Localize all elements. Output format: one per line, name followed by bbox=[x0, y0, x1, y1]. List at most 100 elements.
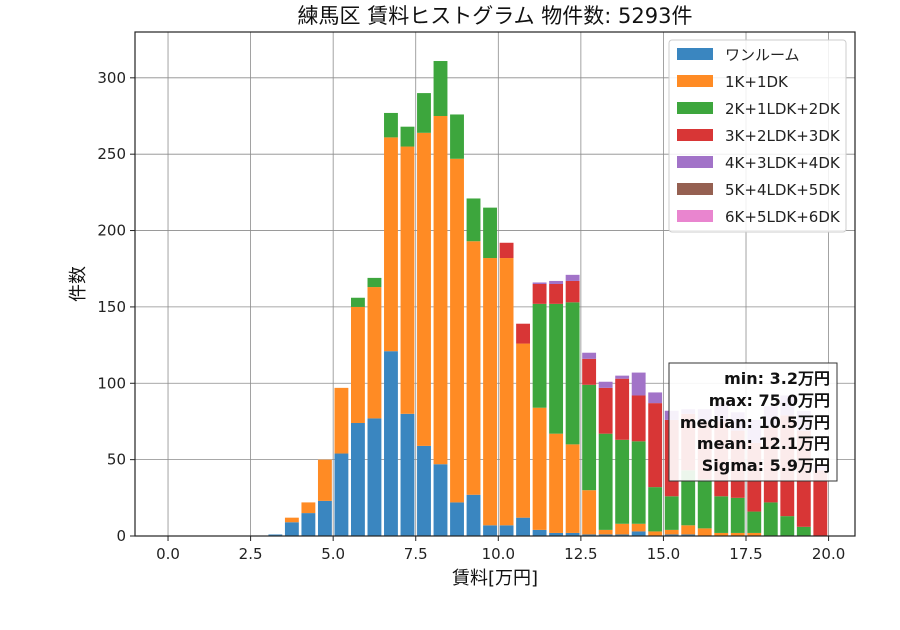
bar-segment-1 bbox=[284, 522, 299, 536]
y-tick-label: 0 bbox=[116, 527, 126, 545]
legend-swatch bbox=[677, 210, 713, 222]
legend-label: 3K+2LDK+3DK bbox=[725, 127, 841, 145]
legend-label: 1K+1DK bbox=[725, 73, 789, 91]
y-axis-label: 件数 bbox=[68, 266, 89, 302]
bar-segment-1 bbox=[450, 502, 464, 536]
bar-segment-2 bbox=[565, 444, 580, 533]
bar-segment-3 bbox=[615, 439, 630, 524]
plot-frame bbox=[134, 31, 856, 537]
bar-segment-5 bbox=[631, 372, 646, 396]
bar-segment-1 bbox=[466, 494, 481, 536]
bar-segment-2 bbox=[648, 531, 663, 536]
bar-segment-4 bbox=[582, 358, 597, 385]
bar-segment-3 bbox=[384, 112, 398, 138]
legend-box bbox=[668, 39, 847, 233]
x-tick-label: 10.0 bbox=[482, 545, 515, 563]
bar-segment-2 bbox=[714, 532, 729, 536]
stat-sigma: Sigma: 5.9万円 bbox=[702, 456, 830, 475]
bar-segment-3 bbox=[714, 496, 729, 533]
bar-segment-3 bbox=[433, 61, 448, 116]
bar-segment-4 bbox=[516, 323, 531, 344]
bar-segment-1 bbox=[532, 529, 547, 536]
bar-segment-3 bbox=[763, 502, 778, 536]
bar-segment-4 bbox=[565, 280, 580, 303]
bar-segment-4 bbox=[598, 387, 613, 434]
bar-segment-2 bbox=[664, 529, 679, 535]
bar-segment-3 bbox=[582, 384, 597, 491]
bar-segment-3 bbox=[483, 207, 497, 259]
bar-segment-1 bbox=[317, 500, 332, 536]
x-axis-label: 賃料[万円] bbox=[452, 568, 538, 589]
bar-segment-1 bbox=[582, 534, 597, 536]
bar-segment-3 bbox=[367, 277, 382, 288]
bar-segment-1 bbox=[334, 453, 349, 536]
bar-segment-2 bbox=[466, 241, 481, 495]
bar-segment-1 bbox=[549, 532, 564, 536]
bar-segment-2 bbox=[549, 433, 564, 533]
bar-segment-3 bbox=[664, 496, 679, 530]
bar-segment-4 bbox=[532, 284, 547, 304]
y-tick-label: 100 bbox=[97, 374, 126, 392]
bar-segment-1 bbox=[499, 525, 514, 536]
y-axis-ticks: 0 50 100 150 200 250 300 bbox=[97, 69, 135, 545]
bar-segment-2 bbox=[483, 258, 497, 526]
bar-segment-4 bbox=[648, 403, 663, 488]
stat-max: max: 75.0万円 bbox=[709, 391, 830, 410]
stats-box: min: 3.2万円 max: 75.0万円 median: 10.5万円 me… bbox=[668, 362, 838, 482]
stat-min: min: 3.2万円 bbox=[724, 369, 830, 388]
legend-label: 4K+3LDK+4DK bbox=[725, 154, 841, 172]
bar-segment-3 bbox=[697, 479, 712, 529]
x-tick-label: 7.5 bbox=[404, 545, 428, 563]
bar-segment-2 bbox=[317, 459, 332, 501]
bar-segment-3 bbox=[417, 93, 431, 133]
bar-segment-3 bbox=[450, 114, 464, 159]
bar-segment-2 bbox=[417, 132, 431, 446]
bar-segment-3 bbox=[796, 526, 811, 536]
bar-segment-5 bbox=[549, 280, 564, 284]
legend-label: 2K+1LDK+2DK bbox=[725, 100, 841, 118]
bar-segment-1 bbox=[400, 413, 415, 536]
bar-segment-1 bbox=[367, 418, 382, 536]
bar-segment-3 bbox=[631, 441, 646, 524]
bar-segment-5 bbox=[615, 375, 630, 379]
bar-segment-1 bbox=[384, 351, 398, 536]
bar-segment-3 bbox=[466, 198, 481, 242]
x-tick-label: 0.0 bbox=[156, 545, 180, 563]
bar-segment-1 bbox=[483, 525, 497, 536]
x-tick-label: 17.5 bbox=[729, 545, 762, 563]
x-tick-label: 20.0 bbox=[812, 545, 845, 563]
y-tick-label: 250 bbox=[97, 145, 126, 163]
y-tick-label: 50 bbox=[107, 451, 126, 469]
bar-segment-2 bbox=[730, 532, 745, 536]
legend-swatch bbox=[677, 156, 713, 168]
y-tick-label: 150 bbox=[97, 298, 126, 316]
bar-segment-5 bbox=[565, 274, 580, 281]
bar-segment-2 bbox=[400, 146, 415, 414]
x-axis-ticks: 0.0 2.5 5.0 7.5 10.0 12.5 15.0 17.5 20.0 bbox=[156, 536, 845, 563]
bar-segment-1 bbox=[301, 513, 316, 536]
legend-swatch bbox=[677, 48, 713, 60]
bar-segment-2 bbox=[747, 532, 762, 536]
legend: ワンルーム 1K+1DK 2K+1LDK+2DK 3K+2LDK+3DK 4K+3LDK… bbox=[668, 39, 847, 233]
x-tick-label: 15.0 bbox=[647, 545, 680, 563]
bar-segment-3 bbox=[400, 126, 415, 147]
legend-label: 5K+4LDK+5DK bbox=[725, 181, 841, 199]
bar-segment-2 bbox=[615, 523, 630, 535]
bar-segment-4 bbox=[615, 378, 630, 440]
bar-segment-1 bbox=[681, 534, 696, 536]
legend-swatch bbox=[677, 75, 713, 87]
bar-segment-3 bbox=[730, 497, 745, 533]
bar-segment-1 bbox=[615, 534, 630, 536]
bar-segment-2 bbox=[598, 529, 613, 535]
bar-segment-1 bbox=[268, 534, 283, 536]
x-tick-label: 5.0 bbox=[321, 545, 345, 563]
bar-segment-5 bbox=[532, 282, 547, 284]
bar-segment-1 bbox=[351, 422, 365, 536]
bar-segment-3 bbox=[598, 433, 613, 530]
bar-segment-2 bbox=[499, 258, 514, 526]
legend-label: 6K+5LDK+6DK bbox=[725, 208, 841, 226]
bar-segment-2 bbox=[582, 490, 597, 535]
bar-segment-3 bbox=[532, 303, 547, 408]
bar-segment-3 bbox=[648, 487, 663, 532]
bar-segment-2 bbox=[516, 343, 531, 518]
